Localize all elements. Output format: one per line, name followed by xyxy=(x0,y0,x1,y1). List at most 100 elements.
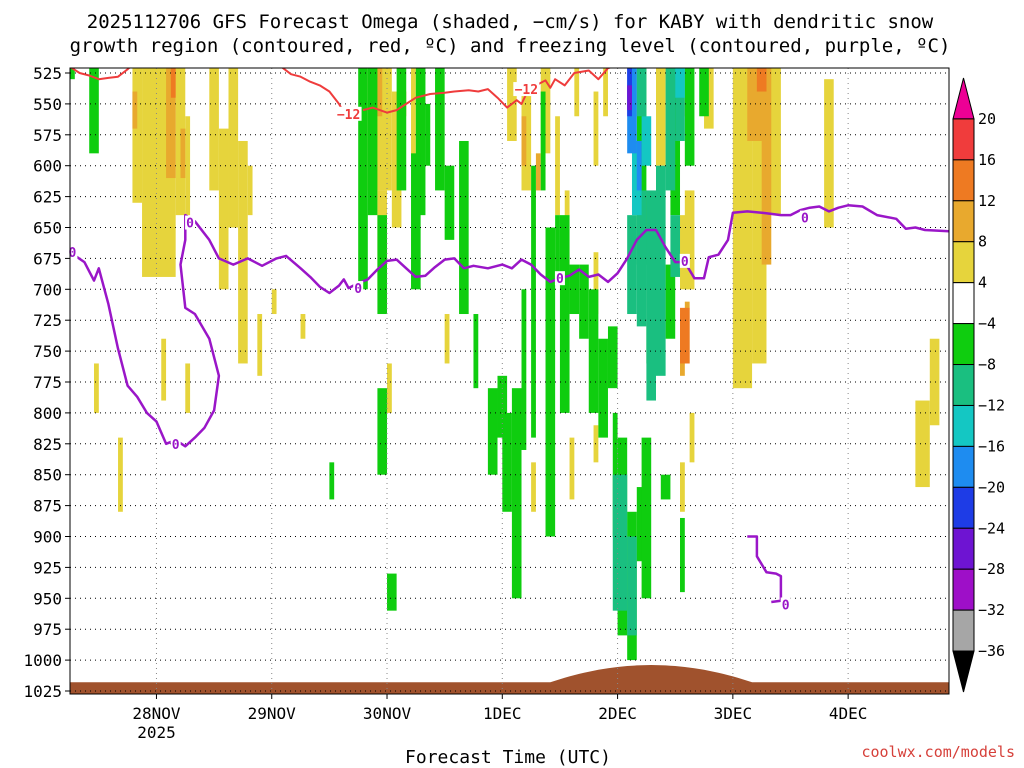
contour-label-bg xyxy=(67,245,78,260)
omega-cell xyxy=(377,388,388,475)
omega-cell xyxy=(166,68,176,179)
omega-cell xyxy=(684,190,695,290)
contour-label: −12 xyxy=(515,83,538,98)
contour-label: −12 xyxy=(337,108,360,123)
contour-label-bg xyxy=(353,281,364,296)
colorbar: 20 16 12 8 4 −4 −8 −12 −16 −20 −24 −28 −32 −36 xyxy=(952,77,1005,693)
omega-cell xyxy=(535,153,541,191)
y-tick-label: 850 xyxy=(33,466,62,485)
y-tick-label: 950 xyxy=(33,589,62,608)
contour-label: 0 xyxy=(354,282,362,297)
colorbar-bin xyxy=(952,77,975,120)
omega-cell xyxy=(636,68,647,117)
omega-cell xyxy=(569,264,580,315)
omega-cell xyxy=(521,289,527,450)
omega-cell xyxy=(656,68,666,166)
colorbar-bin xyxy=(952,404,975,447)
contour-label: 0 xyxy=(68,246,76,261)
omega-cell xyxy=(593,252,599,315)
omega-cell xyxy=(300,314,306,339)
colorbar-tick-label: 20 xyxy=(978,110,996,128)
colorbar-bin xyxy=(952,159,975,202)
omega-cell xyxy=(660,474,671,500)
omega-cell xyxy=(579,264,589,339)
y-tick-label: 1000 xyxy=(23,651,62,670)
colorbar-tick-label: −4 xyxy=(978,315,996,333)
y-tick-label: 725 xyxy=(33,311,62,330)
dgz-minus12-contour xyxy=(70,68,613,114)
omega-cell xyxy=(670,215,681,277)
omega-cell xyxy=(411,153,421,290)
omega-cell xyxy=(396,68,407,191)
colorbar-bin xyxy=(952,364,975,406)
contour-label-bg xyxy=(679,253,690,268)
omega-cell xyxy=(358,68,368,290)
omega-cell xyxy=(444,165,455,240)
chart-title-line-2: growth region (contoured, red, ºC) and f… xyxy=(70,35,951,57)
colorbar-bin xyxy=(952,241,975,284)
omega-cell xyxy=(603,68,608,117)
omega-cell xyxy=(387,573,397,611)
omega-cell xyxy=(824,79,834,228)
omega-cell xyxy=(915,400,930,488)
y-tick-label: 975 xyxy=(33,620,62,639)
omega-cell xyxy=(367,68,378,216)
contour-label: 0 xyxy=(186,217,194,232)
omega-cell xyxy=(531,165,536,438)
omega-cell xyxy=(929,338,940,426)
omega-cell xyxy=(756,68,767,92)
omega-cell xyxy=(238,140,248,364)
colorbar-bin xyxy=(952,200,975,243)
y-tick-label: 625 xyxy=(33,188,62,207)
omega-cell xyxy=(257,314,263,376)
x-tick-label: 4DEC xyxy=(829,704,868,723)
omega-cell xyxy=(559,215,570,413)
omega-cell xyxy=(641,437,652,599)
omega-cell xyxy=(511,388,522,599)
colorbar-bin xyxy=(952,609,975,652)
freezing-level-contour xyxy=(70,204,949,604)
y-tick-label: 675 xyxy=(33,249,62,268)
ground-area xyxy=(70,665,949,694)
omega-cell xyxy=(180,128,186,179)
omega-cell xyxy=(555,215,560,277)
y-tick-label: 575 xyxy=(33,126,62,145)
omega-cell xyxy=(699,68,709,117)
omega-cell xyxy=(656,165,666,376)
omega-cell xyxy=(641,116,652,166)
y-tick-label: 800 xyxy=(33,404,62,423)
y-tick-label: 900 xyxy=(33,528,62,547)
omega-cell xyxy=(411,68,416,166)
omega-cell xyxy=(593,91,599,166)
omega-cell xyxy=(627,536,637,636)
omega-cell xyxy=(415,68,426,216)
colorbar-tick-label: 8 xyxy=(978,233,987,251)
omega-cell xyxy=(387,363,392,413)
y-tick-label: 700 xyxy=(33,280,62,299)
omega-cell xyxy=(531,462,536,512)
contour-label-bg xyxy=(185,215,196,230)
y-tick-label: 750 xyxy=(33,342,62,361)
colorbar-tick-label: −8 xyxy=(978,356,996,374)
x-tick-sublabel: 2025 xyxy=(137,723,176,742)
omega-cell xyxy=(132,91,138,129)
dgz-contour-line xyxy=(70,68,131,81)
colorbar-tick-label: −28 xyxy=(978,560,1005,578)
colorbar-bin xyxy=(952,650,975,693)
x-tick-label: 28NOV xyxy=(132,704,181,723)
omega-cell xyxy=(89,68,99,154)
omega-cell xyxy=(689,412,695,463)
contour-label: 0 xyxy=(172,438,180,453)
colorbar-tick-label: −16 xyxy=(978,437,1005,455)
y-axis-pressure: 525 550 575 600 625 650 675 700 725 750 775 800 825 8… xyxy=(23,64,70,701)
omega-cell xyxy=(94,363,99,413)
colorbar-bin xyxy=(952,486,975,529)
y-tick-label: 600 xyxy=(33,157,62,176)
omega-cell xyxy=(170,68,176,98)
omega-cell xyxy=(680,517,685,593)
omega-cell xyxy=(459,140,469,315)
y-tick-label: 1025 xyxy=(23,682,62,701)
omega-cell xyxy=(555,116,560,216)
